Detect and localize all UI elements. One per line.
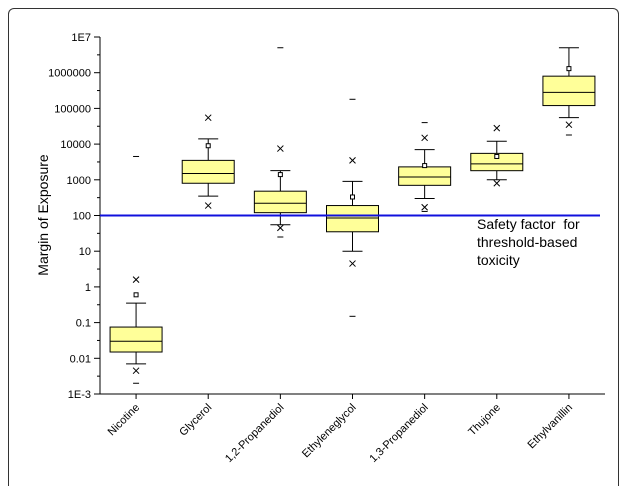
- box-1-3-propanediol: [398, 122, 452, 212]
- y-axis-ticks: 1E-3 0.01 0.1 1 10 100 1000 10000 100000 1000000 1…: [48, 32, 605, 401]
- percentile-99-marker: [132, 276, 140, 283]
- percentile-1-marker: [132, 367, 140, 375]
- percentile-1-marker: [204, 202, 212, 209]
- box-iqr: [181, 159, 235, 184]
- mean-marker: [205, 143, 211, 149]
- box-glycerol: [181, 114, 235, 209]
- y-tick-label: 1E7: [71, 32, 91, 44]
- box-series: [109, 47, 596, 384]
- mean-marker: [277, 172, 283, 178]
- percentile-1-marker: [277, 224, 284, 232]
- box-1-2-propanediol: [253, 47, 307, 238]
- percentile-99-marker: [421, 134, 428, 142]
- category-label: Thujone: [466, 402, 503, 439]
- mean-marker: [350, 194, 355, 200]
- safety-factor-label: toxicity: [477, 252, 520, 268]
- y-tick-label: 0.1: [76, 318, 91, 330]
- percentile-99-marker: [204, 114, 212, 122]
- percentile-1-marker: [493, 179, 501, 187]
- y-tick-label: 100000: [54, 103, 91, 115]
- mean-marker: [566, 66, 572, 72]
- y-tick-label: 10000: [60, 139, 91, 151]
- y-tick-label: 100: [73, 211, 91, 223]
- y-tick-label: 0.01: [70, 353, 91, 365]
- category-label: Nicotine: [106, 402, 143, 439]
- category-label: 1,2-Propanediol: [223, 402, 286, 465]
- box-ethyleneglycol: [326, 98, 379, 317]
- percentile-99-marker: [349, 157, 356, 164]
- box-nicotine: [109, 155, 163, 384]
- chart-frame: [8, 8, 619, 486]
- box-iqr: [398, 166, 452, 186]
- percentile-99-marker: [277, 145, 284, 152]
- category-label: Glycerol: [177, 402, 214, 439]
- y-tick-label: 1000000: [48, 68, 91, 80]
- x-axis-category-labels: Nicotine Glycerol 1,2-Propanediol Ethyleneg…: [106, 402, 575, 465]
- category-label: 1,3-Propanediol: [367, 402, 430, 465]
- box-iqr: [470, 152, 524, 172]
- category-label: Ethylvanillin: [525, 402, 575, 452]
- reference-line-group: Safety factor for threshold-based toxicity: [100, 214, 600, 268]
- safety-factor-label: threshold-based: [477, 234, 577, 250]
- y-axis-title: Margin of Exposure: [35, 154, 51, 276]
- percentile-1-marker: [349, 260, 356, 267]
- box-thujone: [470, 124, 524, 187]
- box-iqr: [253, 190, 307, 214]
- mean-marker: [494, 153, 500, 159]
- mean-marker: [133, 292, 139, 298]
- safety-factor-label: Safety factor for: [477, 216, 580, 232]
- percentile-99-marker: [493, 124, 501, 132]
- y-tick-label: 1E-3: [68, 389, 91, 401]
- y-tick-label: 10: [79, 246, 91, 258]
- percentile-1-marker: [565, 121, 573, 129]
- box-iqr: [542, 75, 596, 107]
- mean-marker: [422, 163, 428, 169]
- box-iqr: [109, 326, 163, 353]
- y-tick-label: 1000: [67, 175, 91, 187]
- percentile-1-marker: [421, 203, 428, 211]
- box-ethylvanillin: [542, 47, 596, 136]
- box-iqr: [326, 205, 379, 233]
- y-tick-label: 1: [85, 282, 91, 294]
- category-label: Ethyleneglycol: [300, 402, 359, 461]
